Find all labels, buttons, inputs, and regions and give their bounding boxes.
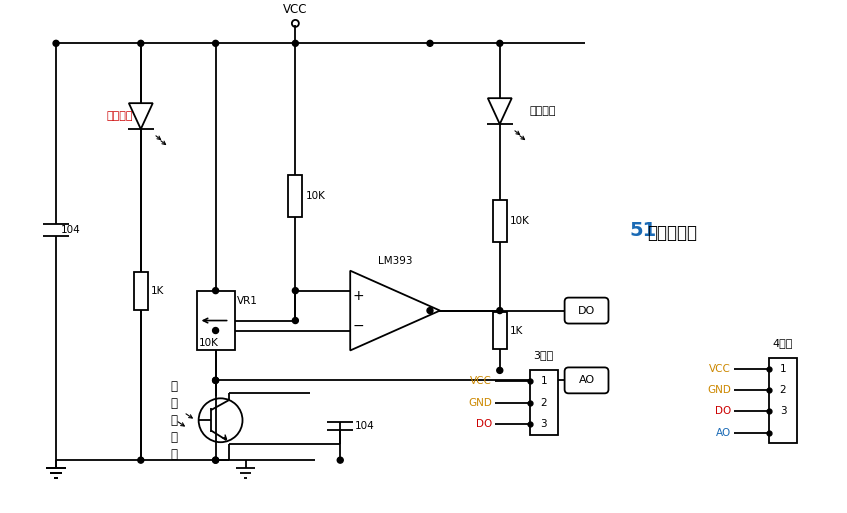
Circle shape <box>213 288 219 293</box>
Text: VCC: VCC <box>283 4 307 16</box>
Text: 2: 2 <box>780 385 786 395</box>
Circle shape <box>292 318 298 324</box>
Text: VR1: VR1 <box>236 295 257 306</box>
Bar <box>769 359 797 443</box>
Text: 104: 104 <box>355 421 375 431</box>
Text: VCC: VCC <box>709 364 731 374</box>
Bar <box>493 311 507 349</box>
Text: 10K: 10K <box>305 191 325 201</box>
Text: 1: 1 <box>780 364 786 374</box>
Polygon shape <box>350 271 440 350</box>
Bar <box>288 175 302 217</box>
FancyBboxPatch shape <box>565 367 608 393</box>
Circle shape <box>213 457 219 463</box>
Text: 10K: 10K <box>199 339 219 348</box>
Bar <box>197 291 235 350</box>
Text: 104: 104 <box>61 225 80 235</box>
Polygon shape <box>488 98 512 124</box>
Bar <box>134 272 147 309</box>
Polygon shape <box>129 103 152 129</box>
Text: LM393: LM393 <box>378 255 412 266</box>
Text: −: − <box>352 319 364 332</box>
Text: 4线制: 4线制 <box>772 339 793 348</box>
Text: +: + <box>352 289 364 303</box>
Circle shape <box>497 308 503 313</box>
Text: 1K: 1K <box>151 286 164 295</box>
Text: 1: 1 <box>540 376 547 386</box>
Circle shape <box>53 41 59 46</box>
Text: DO: DO <box>578 306 595 315</box>
Circle shape <box>213 378 219 383</box>
Bar <box>529 370 557 435</box>
Circle shape <box>497 41 503 46</box>
Circle shape <box>138 457 144 463</box>
FancyBboxPatch shape <box>565 298 608 324</box>
Circle shape <box>292 288 298 293</box>
Circle shape <box>497 367 503 373</box>
Text: VCC: VCC <box>470 376 492 386</box>
Bar <box>493 200 507 242</box>
Text: AO: AO <box>579 376 595 385</box>
Text: DO: DO <box>715 406 731 417</box>
Circle shape <box>213 327 219 333</box>
Text: 2: 2 <box>540 398 547 408</box>
Text: GND: GND <box>468 398 492 408</box>
Text: 红
外
接
收
管: 红 外 接 收 管 <box>170 380 177 461</box>
Text: 1K: 1K <box>510 326 523 336</box>
Text: 51: 51 <box>629 221 656 240</box>
Text: DO: DO <box>475 420 492 429</box>
Circle shape <box>337 457 343 463</box>
Text: AO: AO <box>716 428 731 438</box>
Text: 3: 3 <box>780 406 786 417</box>
Text: 黑电子论坛: 黑电子论坛 <box>647 224 697 242</box>
Text: 10K: 10K <box>510 216 529 226</box>
Circle shape <box>427 308 433 313</box>
Text: GND: GND <box>707 385 731 395</box>
Text: 3: 3 <box>540 420 547 429</box>
Text: 3线制: 3线制 <box>534 350 554 361</box>
Text: 开关指示: 开关指示 <box>529 106 556 116</box>
Circle shape <box>427 41 433 46</box>
Circle shape <box>213 41 219 46</box>
Text: 电源指示: 电源指示 <box>107 111 133 121</box>
Circle shape <box>292 41 298 46</box>
Circle shape <box>213 457 219 463</box>
Circle shape <box>138 41 144 46</box>
Circle shape <box>213 378 219 383</box>
